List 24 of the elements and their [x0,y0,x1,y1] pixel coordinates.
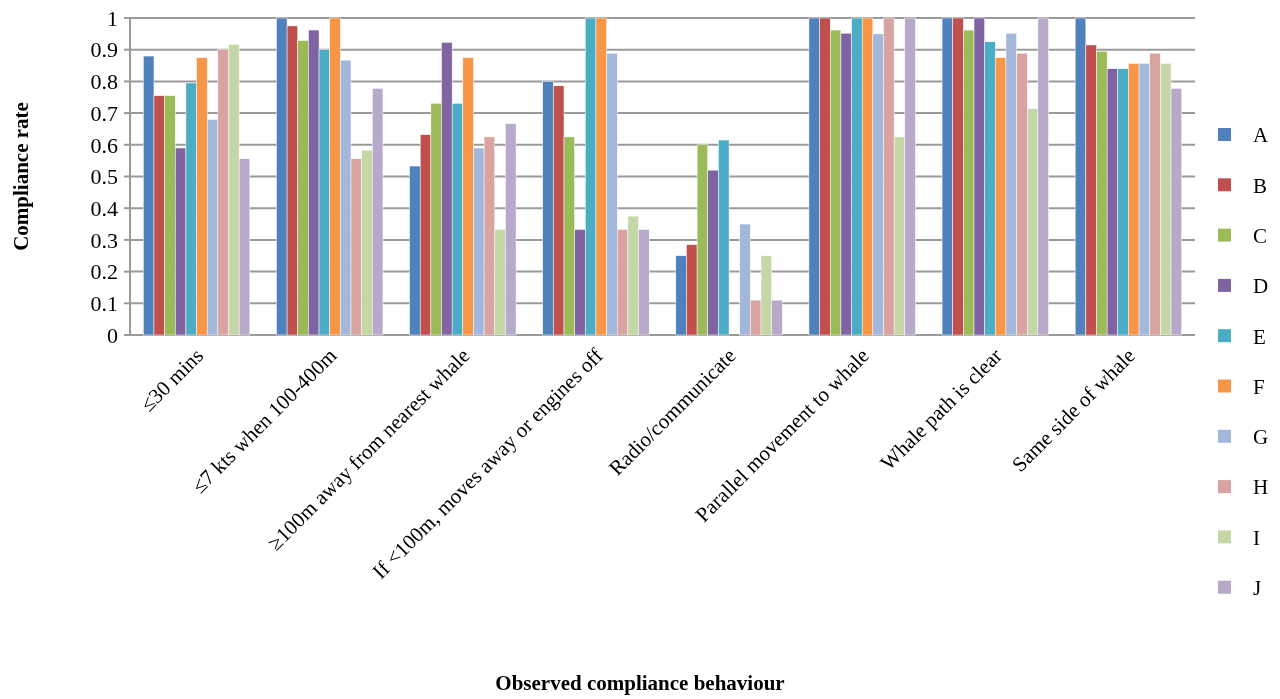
y-tick-label: 0.1 [90,291,118,316]
y-tick-label: 0.8 [90,69,118,95]
y-axis-title: Compliance rate [9,102,33,251]
legend-label: B [1253,173,1268,198]
y-tick-label: 0.6 [90,132,118,158]
x-tick-label: ≤30 mins [135,343,209,417]
legend-label: D [1253,274,1269,299]
y-tick-label: 1 [107,5,118,31]
y-tick-label: 0.2 [90,259,118,285]
legend-label: I [1253,525,1260,550]
legend-label: G [1253,425,1269,450]
y-tick-label: 0 [107,322,118,348]
x-axis-title: Observed compliance behaviour [495,671,785,695]
y-tick-label: 0.4 [90,195,118,221]
legend-label: C [1253,223,1268,248]
legend-label: E [1253,324,1266,349]
y-tick-label: 0.5 [90,164,118,190]
legend-label: F [1253,374,1265,399]
y-tick-label: 0.9 [90,37,118,63]
y-tick-label: 0.3 [90,227,118,253]
legend-label: H [1253,475,1269,500]
y-tick-label: 0.7 [90,100,118,126]
legend-label: A [1253,123,1269,148]
legend-label: J [1253,576,1262,601]
